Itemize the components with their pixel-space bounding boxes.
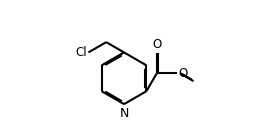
Text: O: O	[178, 67, 187, 80]
Text: Cl: Cl	[76, 46, 87, 59]
Text: N: N	[119, 107, 129, 120]
Text: O: O	[152, 38, 161, 51]
